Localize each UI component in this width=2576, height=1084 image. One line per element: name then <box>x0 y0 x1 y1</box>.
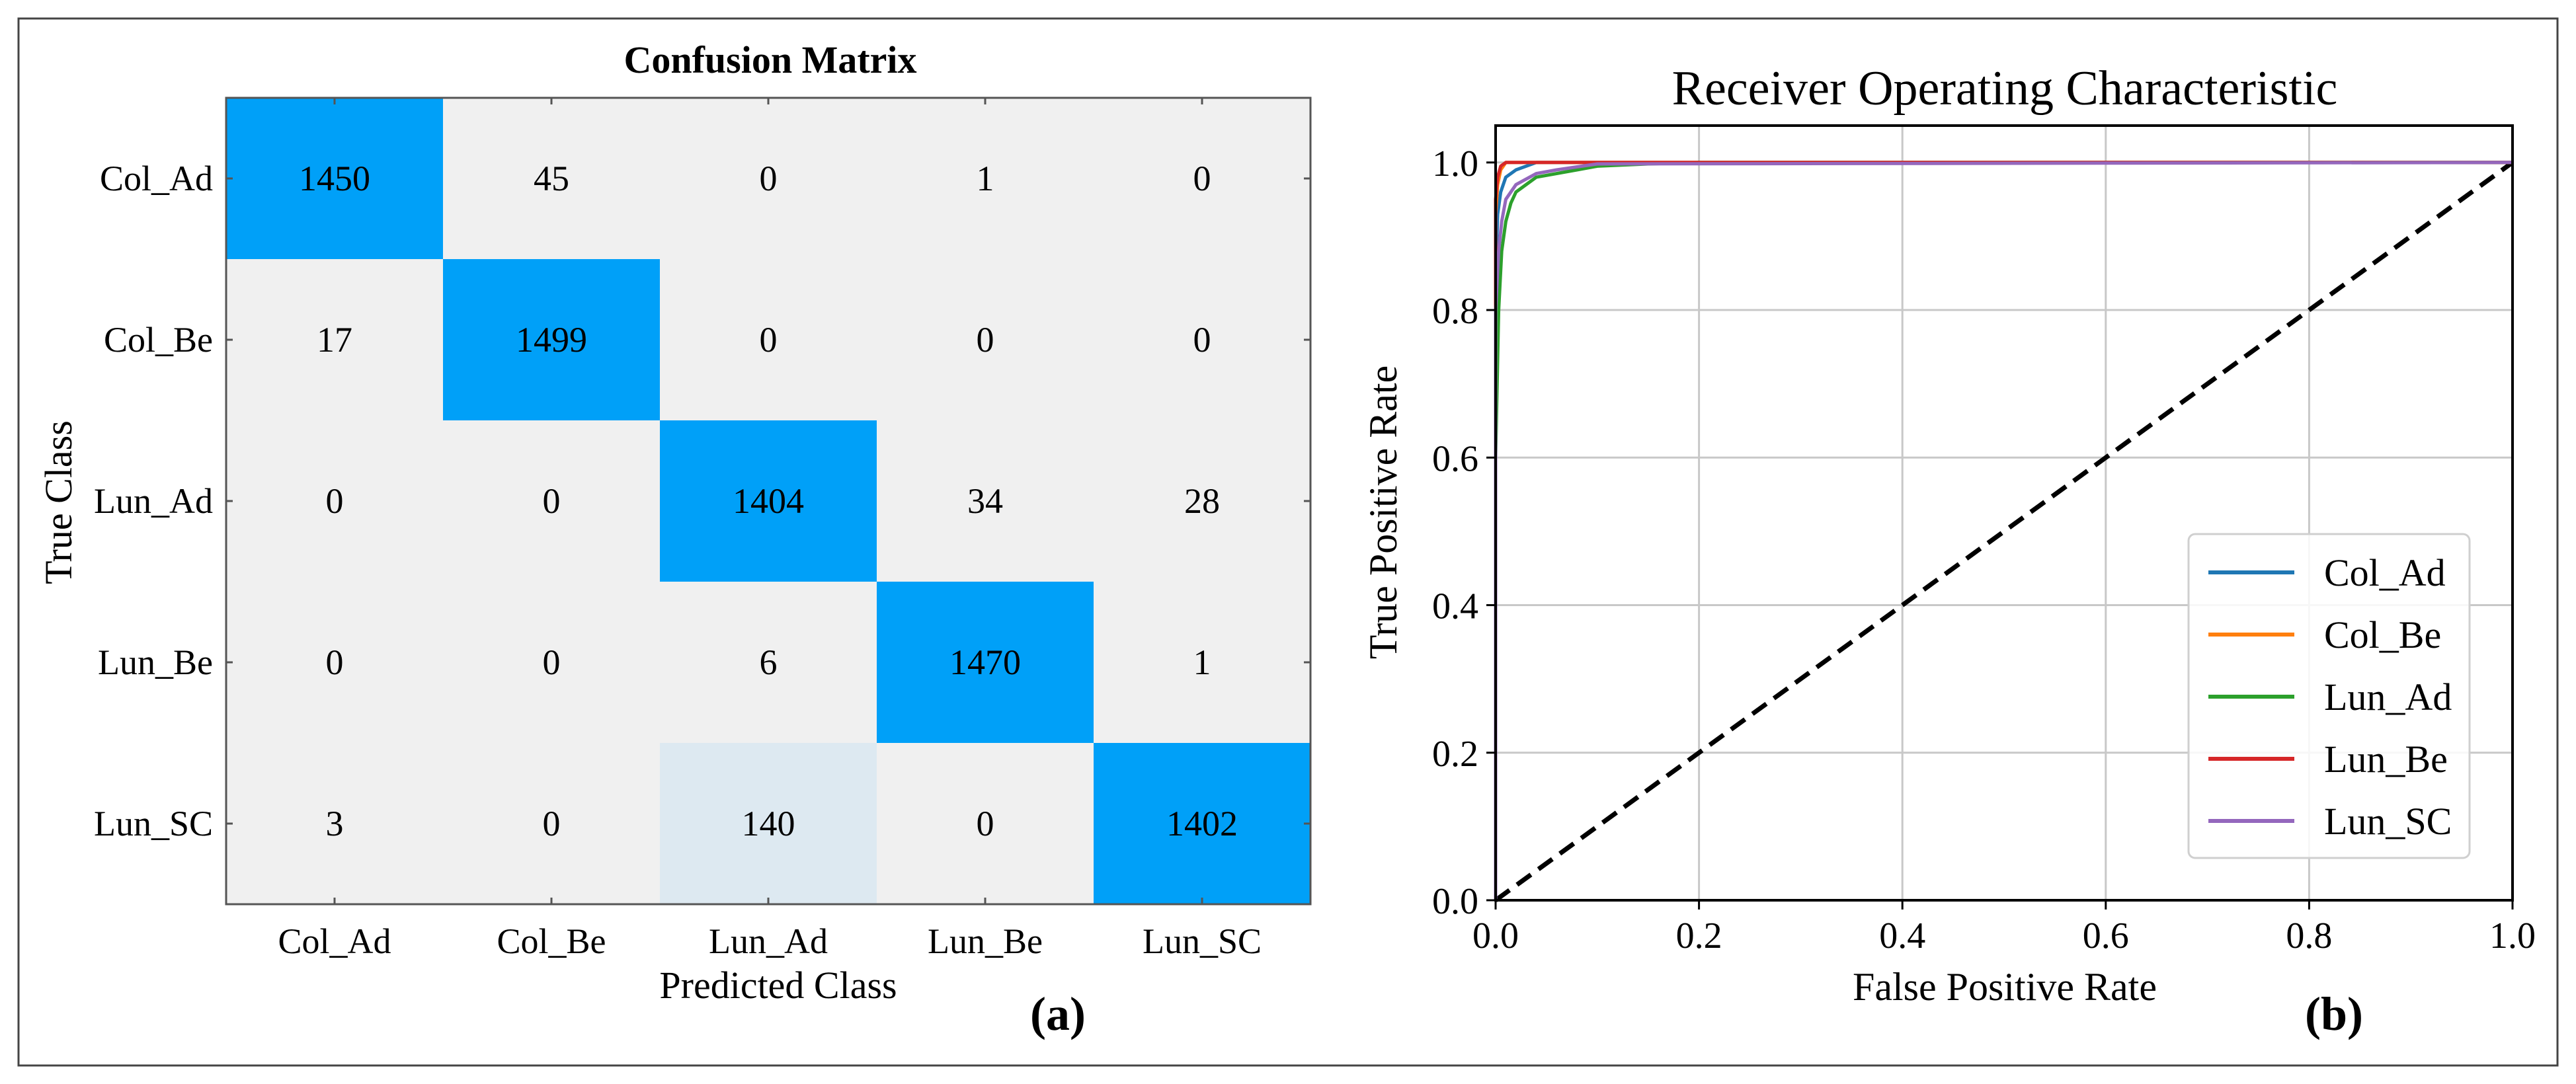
cm-cell <box>443 582 660 743</box>
cm-ylabel: True Class <box>37 420 80 584</box>
roc-panel: Receiver Operating Characteristic 0.0 0.2… <box>1361 61 2536 1040</box>
cm-cell <box>226 259 443 420</box>
cm-cell <box>660 743 877 904</box>
cm-cell-value: 0 <box>543 804 561 843</box>
cm-cell-value: 0 <box>543 642 561 682</box>
cm-cell-value: 0 <box>326 481 344 521</box>
cm-cells: 1450 45 0 1 0 17 1499 0 0 0 0 0 1404 34 28 0 0 6 1470 1 3 0 14… <box>225 97 1312 906</box>
cm-cell-value: 45 <box>534 159 569 198</box>
cm-xlabel: Predicted Class <box>659 964 897 1007</box>
roc-ytick-label: 1.0 <box>1432 143 1478 184</box>
panel-label-a: (a) <box>1030 987 1086 1040</box>
cm-cell <box>660 98 877 259</box>
cm-cell-value: 140 <box>742 804 795 843</box>
cm-cell-value: 6 <box>760 642 778 682</box>
roc-legend-label: Lun_Ad <box>2324 676 2452 718</box>
cm-cell <box>1094 420 1310 582</box>
cm-cell-value: 1 <box>977 159 994 198</box>
cm-cell-value: 0 <box>543 481 561 521</box>
roc-xlabel: False Positive Rate <box>1853 965 2157 1009</box>
cm-ytick-label: Lun_Ad <box>94 481 213 521</box>
cm-cell <box>226 420 443 582</box>
roc-legend-label: Col_Be <box>2324 613 2441 656</box>
cm-cell-value: 0 <box>1193 159 1211 198</box>
cm-cell <box>1094 259 1310 420</box>
roc-ytick-label: 0.4 <box>1432 586 1478 627</box>
cm-cell-value: 0 <box>1193 320 1211 360</box>
roc-title: Receiver Operating Characteristic <box>1672 61 2338 116</box>
roc-ytick-label: 0.6 <box>1432 438 1478 479</box>
cm-cell <box>226 582 443 743</box>
cm-cell-value: 34 <box>967 481 1003 521</box>
cm-xtick-label: Col_Ad <box>278 921 391 961</box>
cm-cell <box>877 259 1094 420</box>
panel-label-b: (b) <box>2305 987 2363 1040</box>
cm-xtick-label: Lun_Be <box>928 921 1043 961</box>
cm-cell <box>660 259 877 420</box>
roc-legend-box <box>2187 533 2471 859</box>
cm-ticks: Col_Ad Col_Ad Col_Be Col_Be Lun_Ad Lun_Ad Lun_… <box>94 98 1310 961</box>
cm-cell-value: 0 <box>326 642 344 682</box>
cm-cell <box>877 98 1094 259</box>
cm-cell <box>226 98 443 259</box>
cm-cell-value: 0 <box>760 159 778 198</box>
roc-ytick-label: 0.8 <box>1432 291 1478 332</box>
cm-xtick-label: Col_Be <box>497 921 606 961</box>
roc-legend-label: Lun_SC <box>2324 800 2452 843</box>
figure-border <box>17 17 2559 1067</box>
cm-cell <box>660 420 877 582</box>
roc-xtick-label: 0.0 <box>1472 915 1519 956</box>
roc-ytick-label: 0.2 <box>1432 734 1478 775</box>
roc-ylabel: True Positive Rate <box>1361 366 1405 659</box>
roc-legend-label: Col_Ad <box>2324 551 2446 594</box>
cm-cell <box>443 98 660 259</box>
cm-cell <box>1094 98 1310 259</box>
cm-cell-value: 0 <box>977 320 994 360</box>
cm-title: Confusion Matrix <box>624 38 916 81</box>
cm-cell-value: 1499 <box>516 320 587 360</box>
cm-ytick-label: Lun_SC <box>94 804 213 843</box>
cm-cell <box>443 420 660 582</box>
cm-ytick-label: Col_Ad <box>100 159 213 198</box>
roc-ticks: 0.0 0.2 0.4 0.6 0.8 1.0 0.0 0.2 0.4 0.6 0.8 1.0 <box>1432 143 2536 956</box>
cm-cell-value: 1470 <box>949 642 1021 682</box>
cm-cell-value: 1402 <box>1166 804 1238 843</box>
roc-xtick-label: 0.4 <box>1879 915 1925 956</box>
cm-cell-value: 1450 <box>299 159 370 198</box>
cm-cell <box>226 743 443 904</box>
cm-cell-value: 1404 <box>733 481 804 521</box>
roc-xtick-label: 0.6 <box>2083 915 2129 956</box>
cm-cell-value: 28 <box>1184 481 1220 521</box>
cm-cell <box>877 743 1094 904</box>
cm-cell <box>877 420 1094 582</box>
roc-legend: Col_Ad Col_Be Lun_Ad Lun_Be Lun_SC <box>2187 533 2471 859</box>
cm-cell-value: 0 <box>760 320 778 360</box>
roc-plot-frame <box>1494 124 2514 902</box>
roc-xtick-label: 0.8 <box>2286 915 2332 956</box>
roc-reference-line <box>1494 160 2515 902</box>
cm-cell-value: 3 <box>326 804 344 843</box>
cm-ytick-label: Col_Be <box>104 320 213 360</box>
cm-cell <box>443 259 660 420</box>
confusion-matrix-panel: Confusion Matrix 1450 45 0 1 0 17 1499 0 0 0 0 0 140… <box>37 38 1312 1040</box>
roc-xtick-label: 0.2 <box>1676 915 1722 956</box>
roc-xtick-label: 1.0 <box>2489 915 2536 956</box>
cm-ytick-label: Lun_Be <box>98 642 213 682</box>
cm-cell-value: 1 <box>1193 642 1211 682</box>
roc-series-lun-sc <box>1494 161 2513 900</box>
cm-cell-value: 17 <box>317 320 352 360</box>
cm-cell <box>660 582 877 743</box>
cm-cell <box>1094 743 1310 904</box>
roc-ytick-label: 0.0 <box>1432 881 1478 922</box>
cm-cell <box>877 582 1094 743</box>
cm-cell <box>443 743 660 904</box>
cm-xtick-label: Lun_SC <box>1143 921 1262 961</box>
cm-cell-value: 0 <box>977 804 994 843</box>
cm-xtick-label: Lun_Ad <box>709 921 828 961</box>
cm-cell <box>1094 582 1310 743</box>
roc-legend-label: Lun_Be <box>2324 738 2448 781</box>
